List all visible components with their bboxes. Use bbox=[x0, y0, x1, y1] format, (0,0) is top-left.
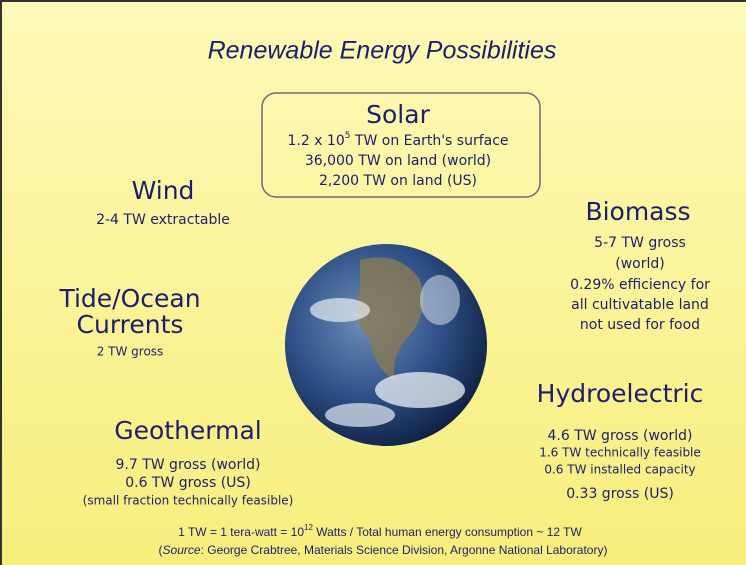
line: 2,200 TW on land (US) bbox=[319, 173, 477, 189]
heading: Solar bbox=[366, 100, 430, 129]
text: Source bbox=[163, 543, 201, 557]
line: 1.6 TW technically feasible bbox=[539, 446, 701, 460]
heading: Tide/Ocean bbox=[58, 284, 200, 313]
footer-definition: 1 TW = 1 tera-watt = 1012 Watts / Total … bbox=[178, 523, 582, 539]
text: 1.2 x 10 bbox=[287, 133, 344, 149]
line: (small fraction technically feasible) bbox=[83, 494, 294, 508]
line: 1.2 x 105 TW on Earth's surface bbox=[287, 131, 508, 150]
line: 0.33 gross (US) bbox=[566, 486, 674, 502]
line: 4.6 TW gross (world) bbox=[548, 428, 693, 444]
title: Renewable Energy Possibilities bbox=[208, 37, 557, 65]
line: 0.6 TW installed capacity bbox=[544, 463, 695, 477]
footer-source: (Source: George Crabtree, Materials Scie… bbox=[159, 543, 608, 557]
line: 2-4 TW extractable bbox=[96, 212, 230, 228]
text: : George Crabtree, Materials Science Div… bbox=[201, 543, 608, 557]
heading: Hydroelectric bbox=[537, 379, 704, 408]
line: 5-7 TW gross bbox=[594, 235, 686, 251]
text: Watts / Total human energy consumption ~… bbox=[313, 525, 583, 539]
line: not used for food bbox=[580, 317, 700, 333]
heading: Biomass bbox=[585, 197, 690, 226]
line: 36,000 TW on land (world) bbox=[305, 153, 491, 169]
line: (world) bbox=[615, 256, 664, 272]
earth bbox=[285, 244, 487, 446]
heading: Geothermal bbox=[114, 416, 262, 445]
line: 0.6 TW gross (US) bbox=[125, 475, 251, 491]
line: 2 TW gross bbox=[97, 345, 164, 359]
page: {"title": "Renewable Energy Possibilitie… bbox=[0, 0, 746, 565]
heading: Currents bbox=[77, 310, 184, 339]
line: 0.29% efficiency for bbox=[570, 277, 710, 293]
line: 9.7 TW gross (world) bbox=[116, 457, 261, 473]
heading: Wind bbox=[132, 176, 195, 205]
line: all cultivatable land bbox=[571, 297, 709, 313]
text: 1 TW = 1 tera-watt = 10 bbox=[178, 525, 304, 539]
text: TW on Earth's surface bbox=[350, 133, 508, 149]
slide: Renewable Energy Possibilities Solar 1.2… bbox=[0, 0, 746, 565]
